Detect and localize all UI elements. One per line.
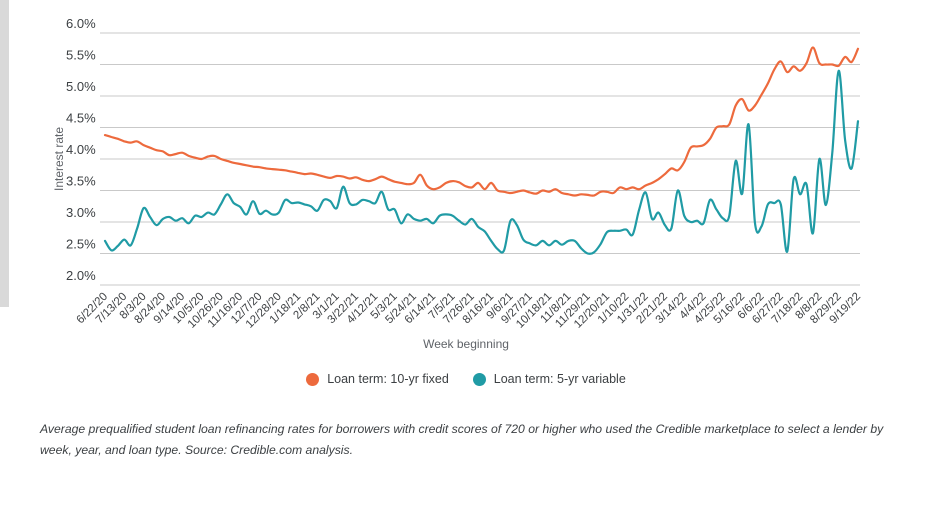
y-tick-label: 6.0% bbox=[66, 16, 96, 31]
legend-dot-icon bbox=[472, 372, 486, 386]
legend-item-10yr-fixed: Loan term: 10-yr fixed bbox=[306, 372, 449, 386]
legend-label-10yr-fixed: Loan term: 10-yr fixed bbox=[327, 372, 449, 386]
chart-caption: Average prequalified student loan refina… bbox=[40, 422, 884, 457]
y-axis-title: Interest rate bbox=[52, 127, 66, 191]
x-axis-title: Week beginning bbox=[423, 337, 509, 351]
series-line-10yr-fixed bbox=[103, 46, 860, 197]
legend: Loan term: 10-yr fixed Loan term: 5-yr v… bbox=[0, 372, 932, 386]
legend-dot-icon bbox=[306, 372, 320, 386]
y-tick-label: 2.0% bbox=[66, 268, 96, 283]
y-tick-label: 5.0% bbox=[66, 79, 96, 94]
legend-item-5yr-variable: Loan term: 5-yr variable bbox=[472, 372, 626, 386]
y-tick-label: 5.5% bbox=[66, 48, 96, 63]
y-tick-label: 4.5% bbox=[66, 111, 96, 126]
legend-label-5yr-variable: Loan term: 5-yr variable bbox=[493, 372, 626, 386]
series-line-5yr-variable bbox=[103, 69, 860, 255]
interest-rate-line-chart: Interest rate Week beginning 2.0% 2.5% 3.0… bbox=[52, 16, 863, 351]
left-edge-strip bbox=[0, 0, 9, 307]
y-tick-label: 3.0% bbox=[66, 205, 96, 220]
y-tick-label: 3.5% bbox=[66, 174, 96, 189]
y-tick-label: 2.5% bbox=[66, 237, 96, 252]
y-tick-label: 4.0% bbox=[66, 142, 96, 157]
